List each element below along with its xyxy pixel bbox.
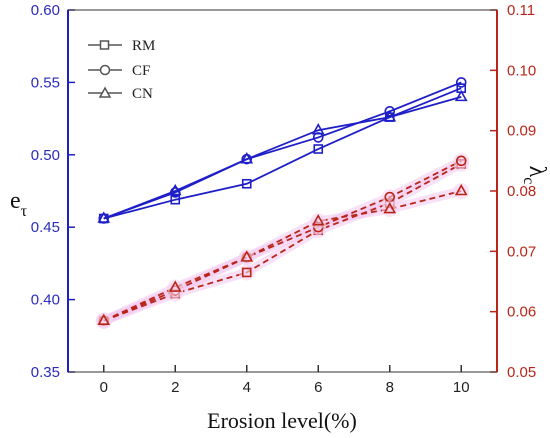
right-tick-label: 0.05	[507, 364, 536, 381]
series-layer	[95, 77, 470, 329]
data-point-right-cn	[240, 250, 254, 262]
data-point-left-cn	[97, 211, 111, 223]
legend-marker-square	[99, 40, 110, 50]
left-axis-title: eτ	[10, 188, 28, 220]
series-line-left-cf	[103, 81, 462, 220]
data-point-left-cn	[240, 151, 254, 164]
left-tick-label: 0.60	[31, 2, 60, 19]
legend-marker-circle	[99, 64, 111, 76]
right-tick-label: 0.06	[507, 304, 536, 321]
right-tick-label: 0.07	[507, 243, 536, 260]
right-tick-label: 0.11	[507, 2, 535, 19]
right-tick-label: 0.10	[507, 62, 536, 79]
data-point-left-cn	[383, 110, 397, 122]
x-tick-label: 0	[100, 379, 108, 396]
data-point-right-cn	[168, 280, 182, 292]
data-point-left-rm	[241, 178, 252, 189]
point-halo	[453, 152, 470, 169]
data-point-left-cn	[311, 123, 325, 135]
legend-label-cn: CN	[132, 86, 153, 102]
x-axis-title: Erosion level(%)	[207, 408, 357, 433]
series-line-left-cn	[103, 96, 462, 220]
right-tick-label: 0.09	[507, 123, 536, 140]
data-point-right-cf	[455, 155, 467, 167]
right-axis-title-sub: c	[520, 177, 537, 184]
x-tick-label: 10	[453, 379, 470, 396]
data-point-right-cn	[311, 214, 325, 226]
series-line-right-cn	[103, 190, 462, 322]
data-point-left-rm	[170, 194, 181, 205]
right-tick-label: 0.08	[507, 183, 536, 200]
legend-label-cf: CF	[132, 63, 150, 79]
left-tick-label: 0.50	[31, 147, 60, 164]
left-axis-title-main: e	[10, 188, 21, 214]
series-line-right-rm	[103, 163, 462, 322]
right-axis-title: λc	[520, 166, 550, 185]
legend-marker-triangle	[98, 86, 112, 98]
data-point-left-cn	[168, 183, 182, 196]
x-tick-label: 8	[386, 379, 394, 396]
left-tick-label: 0.45	[31, 219, 60, 236]
legend-label-rm: RM	[132, 38, 155, 54]
x-tick-label: 6	[314, 379, 322, 396]
data-point-right-rm	[241, 267, 252, 278]
data-point-left-cf	[384, 106, 396, 117]
left-tick-label: 0.55	[31, 74, 60, 91]
data-point-left-cf	[455, 77, 467, 88]
data-point-right-cn	[97, 313, 111, 326]
data-point-right-cn	[454, 183, 468, 196]
series-line-right-cf	[103, 160, 462, 322]
data-point-left-cn	[454, 89, 468, 102]
right-axis-title-main: λ	[524, 166, 550, 178]
left-tick-label: 0.35	[31, 364, 60, 381]
legend: RM CF CN	[88, 38, 155, 102]
left-axis-title-sub: τ	[21, 203, 28, 220]
ticks-layer: 0.35 0.40 0.45 0.50 0.55 0.60 0.05 0.06 0.07 0.08…	[31, 2, 536, 396]
series-line-left-rm	[103, 87, 462, 220]
point-halo	[238, 264, 255, 281]
x-tick-label: 2	[171, 379, 179, 396]
left-tick-label: 0.40	[31, 292, 60, 309]
point-halo	[381, 189, 398, 206]
x-tick-label: 4	[243, 379, 251, 396]
data-point-left-rm	[313, 144, 324, 154]
data-point-right-cn	[383, 201, 397, 214]
